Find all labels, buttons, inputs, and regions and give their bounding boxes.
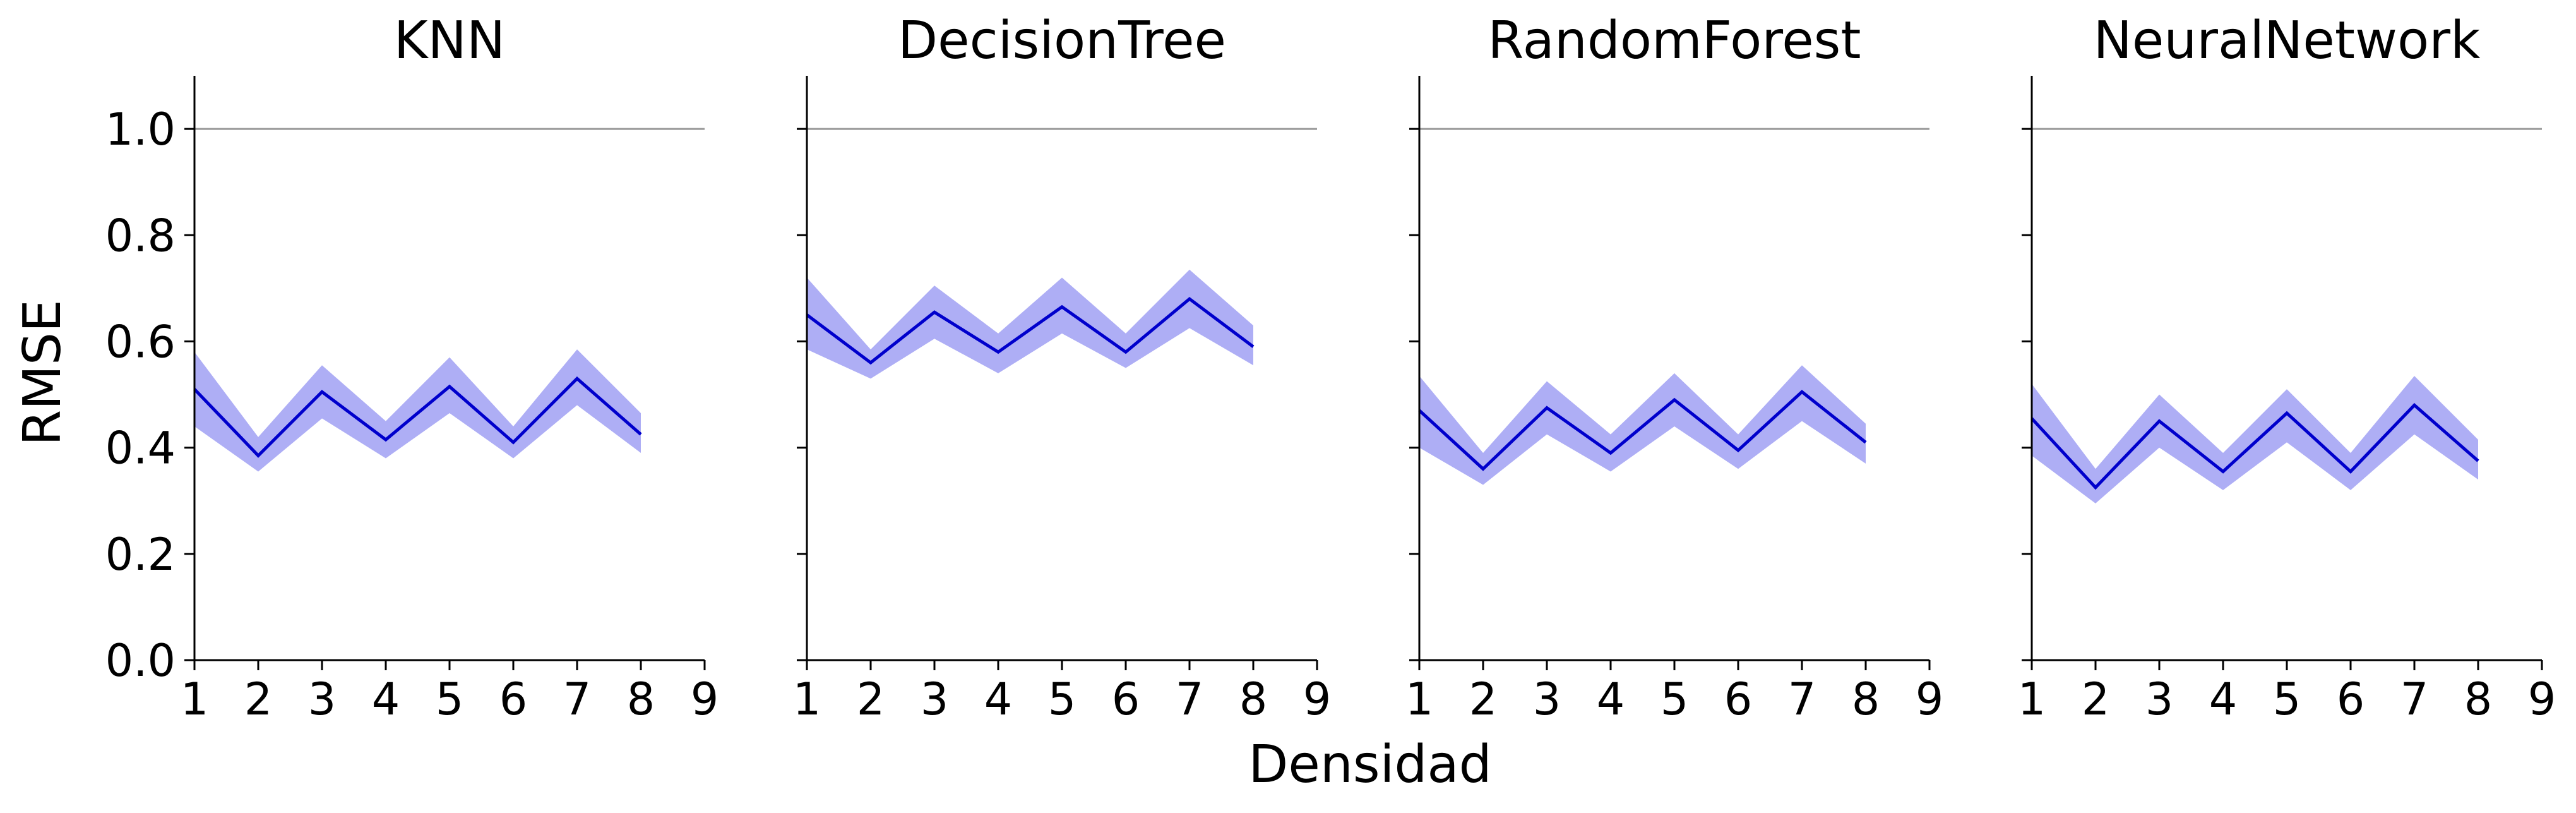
x-tick-label: 3 [921, 673, 949, 725]
x-tick-label: 1 [793, 673, 821, 725]
panel-title: NeuralNetwork [2094, 11, 2481, 71]
mean-line [2030, 402, 2479, 490]
mean-line [193, 376, 642, 458]
y-tick-label: 0.4 [105, 423, 176, 474]
panel-randomforest: RandomForest 1 2 3 4 5 6 7 8 9 [1405, 11, 1944, 725]
x-tick-label: 7 [1176, 673, 1204, 725]
panel-title: DecisionTree [898, 11, 1226, 71]
x-tick-label: 4 [984, 673, 1013, 725]
x-tick-label: 2 [857, 673, 885, 725]
y-tick-label: 0.0 [105, 635, 176, 687]
confidence-band [194, 349, 641, 472]
y-tick-label: 0.2 [105, 529, 176, 581]
x-tick-label: 9 [2528, 673, 2556, 725]
x-tick-label: 2 [2082, 673, 2110, 725]
panel-title: KNN [394, 11, 505, 71]
x-tick-label: 5 [436, 673, 464, 725]
x-tick-label: 7 [1788, 673, 1816, 725]
x-tick-label: 3 [2145, 673, 2174, 725]
x-tick-label: 2 [1469, 673, 1498, 725]
mean-line [1418, 390, 1867, 471]
y-tick-label: 0.6 [105, 316, 176, 368]
confidence-band [807, 269, 1253, 379]
x-tick-label: 6 [1112, 673, 1140, 725]
y-tick-label: 1.0 [105, 104, 176, 155]
x-tick-label: 6 [1724, 673, 1753, 725]
x-tick-label: 9 [691, 673, 719, 725]
x-tick-label: 2 [244, 673, 273, 725]
x-tick-label: 8 [1239, 673, 1268, 725]
x-tick-label: 7 [563, 673, 592, 725]
y-tick-label: 0.8 [105, 210, 176, 262]
x-tick-label: 4 [372, 673, 400, 725]
x-tick-label: 4 [2209, 673, 2238, 725]
x-axis-label: Densidad [1248, 735, 1491, 795]
panel-neuralnetwork: NeuralNetwork 1 2 3 4 5 6 7 8 9 [2018, 11, 2556, 725]
x-tick-label: 9 [1303, 673, 1332, 725]
x-tick-label: 5 [2273, 673, 2301, 725]
x-tick-label: 8 [627, 673, 655, 725]
panel-knn: KNN 1 2 3 4 5 6 7 8 9 0.0 0.2 0.4 0.6 0.8 1.0 [105, 11, 719, 725]
x-tick-label: 1 [181, 673, 209, 725]
x-tick-label: 1 [2018, 673, 2046, 725]
x-tick-label: 6 [499, 673, 528, 725]
x-tick-label: 9 [1916, 673, 1944, 725]
mean-line [806, 296, 1255, 365]
x-tick-label: 3 [308, 673, 337, 725]
x-tick-label: 7 [2400, 673, 2429, 725]
x-tick-label: 4 [1597, 673, 1625, 725]
panel-title: RandomForest [1488, 11, 1861, 71]
x-tick-label: 3 [1533, 673, 1561, 725]
x-tick-label: 5 [1048, 673, 1076, 725]
x-tick-label: 6 [2337, 673, 2365, 725]
y-axis-label: RMSE [13, 299, 73, 446]
x-tick-label: 8 [2464, 673, 2493, 725]
panel-decisiontree: DecisionTree 1 2 3 4 5 6 7 8 9 [793, 11, 1332, 725]
x-tick-label: 1 [1405, 673, 1434, 725]
confidence-band [2032, 376, 2478, 503]
x-tick-label: 8 [1852, 673, 1880, 725]
x-tick-label: 5 [1661, 673, 1689, 725]
